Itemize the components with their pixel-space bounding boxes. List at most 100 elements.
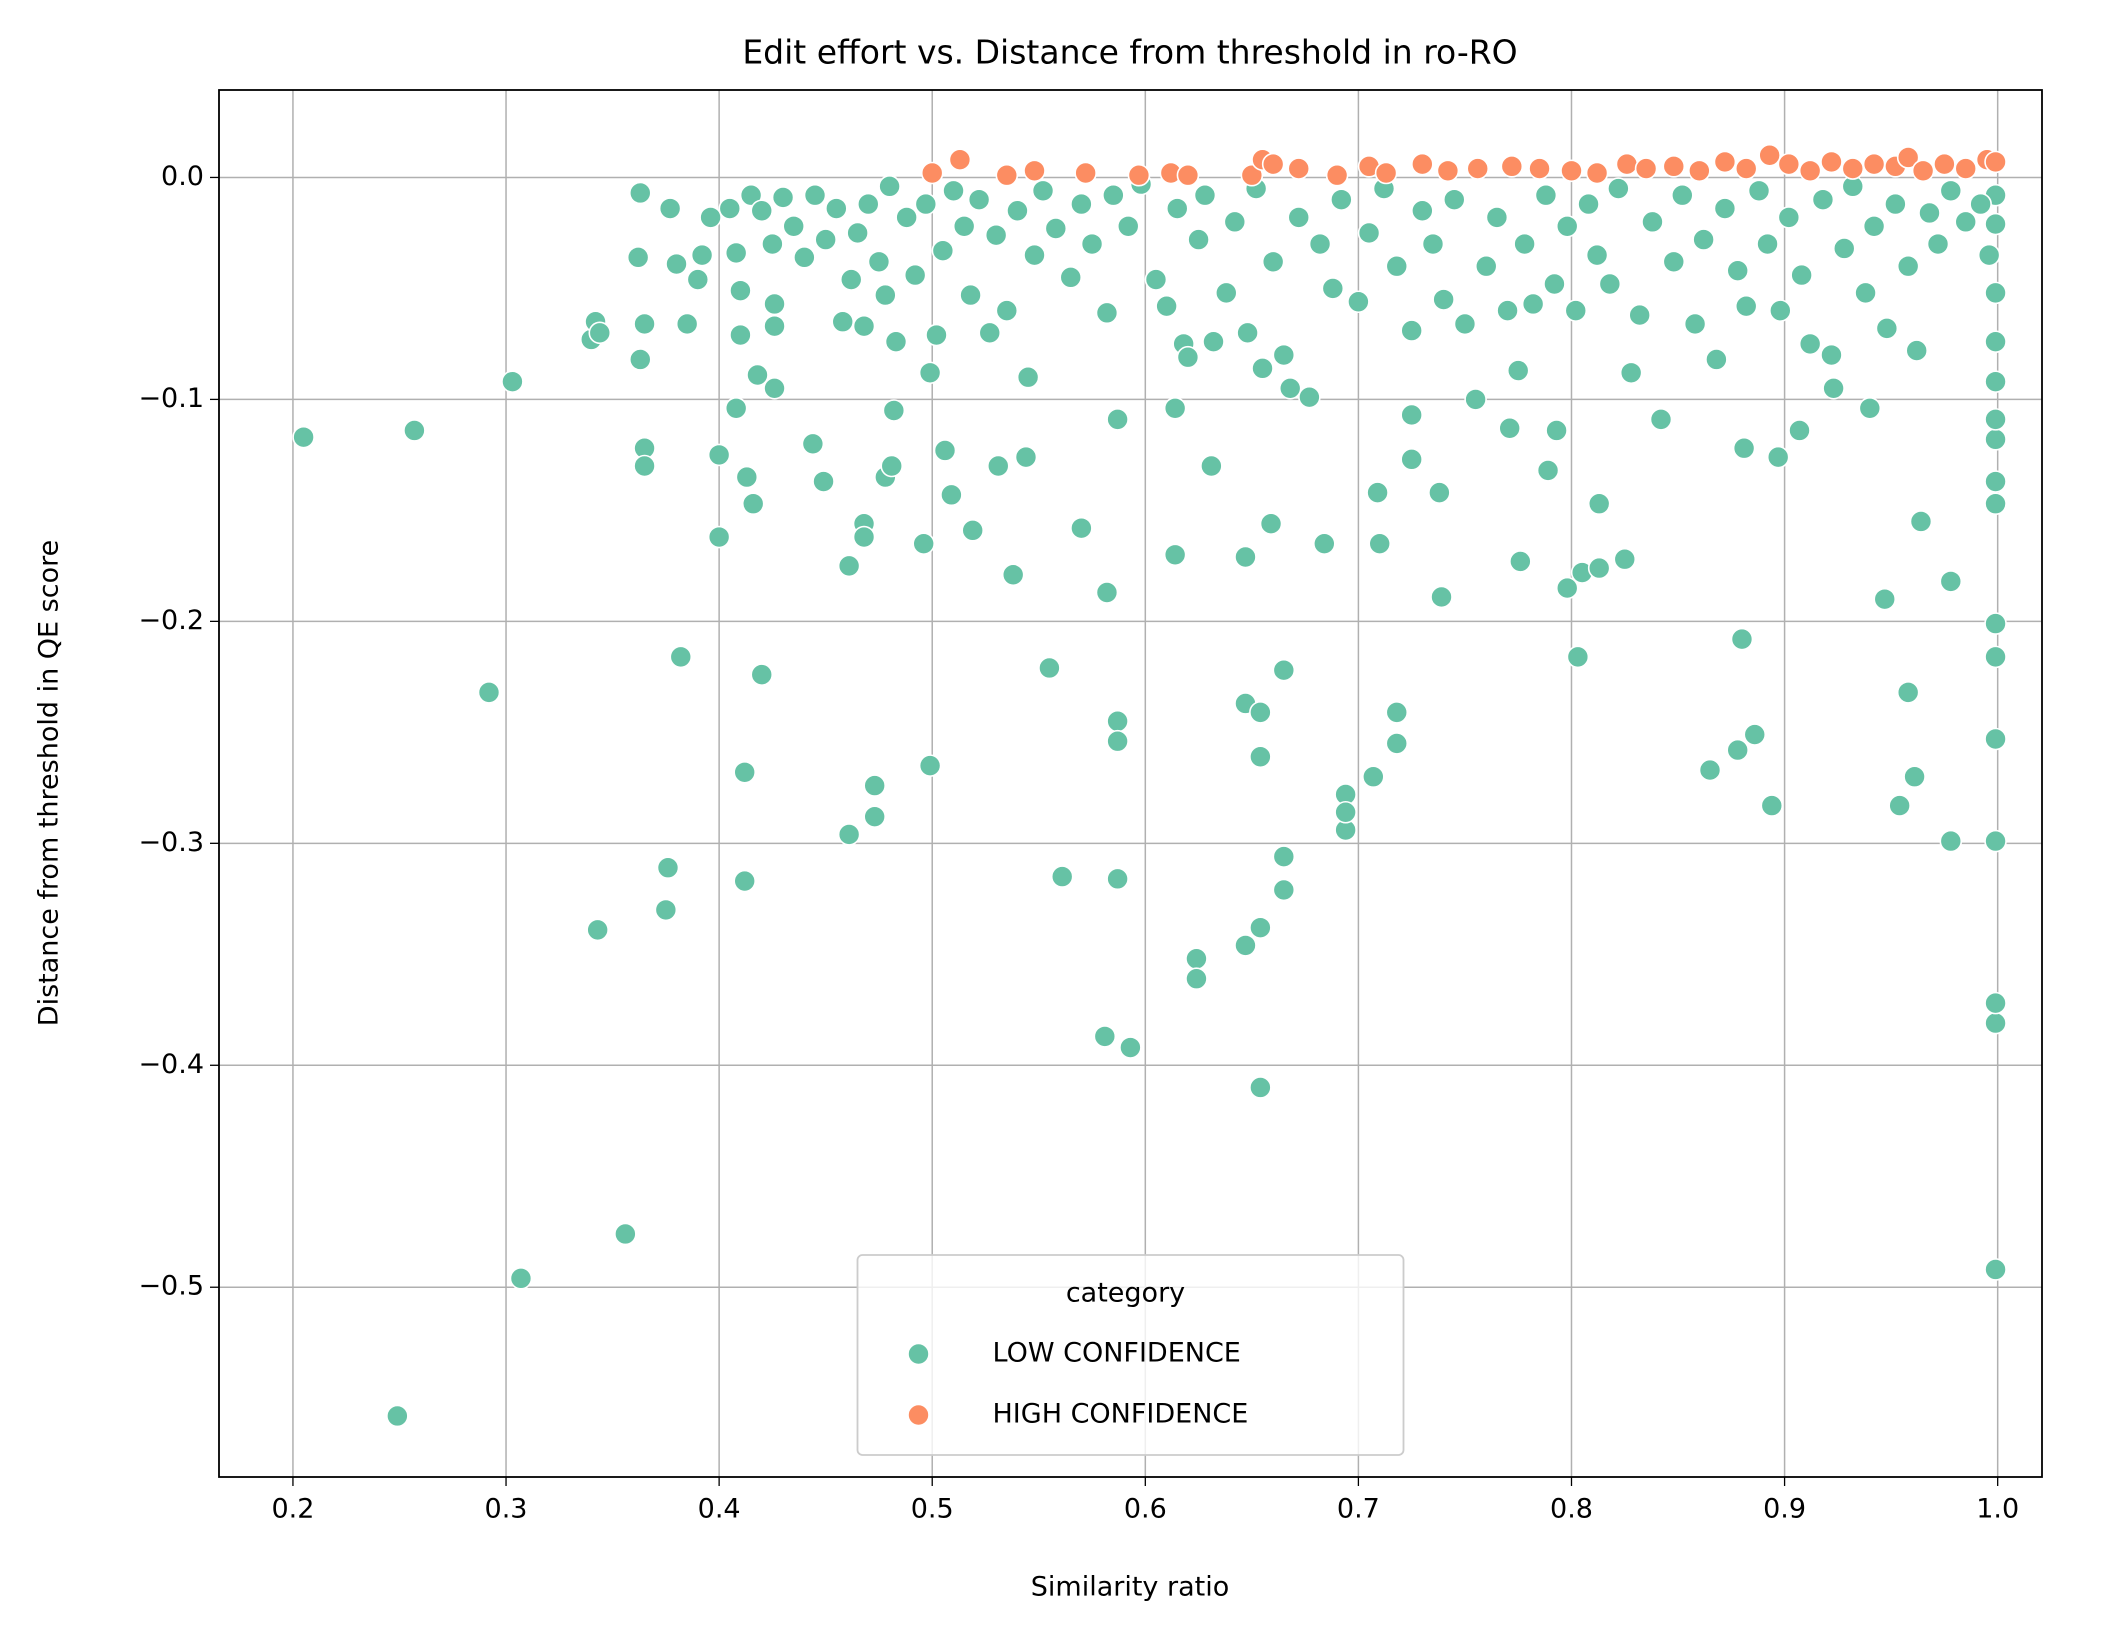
scatter-point [933, 439, 957, 462]
scatter-point [1555, 576, 1579, 600]
scatter-point [1249, 916, 1272, 939]
scatter-point [1732, 436, 1756, 460]
scatter-point [1534, 183, 1558, 207]
scatter-point [1862, 214, 1886, 238]
x-tick-label: 1.0 [1976, 1494, 2019, 1525]
scatter-point [626, 246, 650, 269]
scatter-point [1119, 1036, 1142, 1059]
scatter-point [1272, 845, 1296, 868]
scatter-point [1023, 243, 1046, 267]
scatter-point [1984, 408, 2007, 431]
scatter-point [1811, 188, 1835, 211]
y-tick-label: −0.2 [138, 605, 204, 636]
scatter-point [1954, 210, 1978, 234]
scatter-point [763, 314, 786, 338]
scatter-point [995, 163, 1019, 187]
scatter-point [1023, 159, 1046, 183]
scatter-point [1362, 765, 1385, 789]
scatter-point [1106, 867, 1129, 891]
scatter-point [1400, 403, 1423, 427]
scatter-point [724, 241, 748, 265]
scatter-point [1272, 878, 1296, 902]
scatter-point [654, 898, 678, 922]
scatter-point [735, 465, 759, 489]
scatter-point [1566, 645, 1590, 669]
scatter-point [1014, 445, 1038, 469]
scatter-point [1564, 299, 1588, 322]
scatter-point [292, 425, 315, 449]
scatter-point [1070, 516, 1093, 540]
scatter-point [1543, 272, 1566, 296]
scatter-point [1102, 183, 1125, 207]
scatter-point [1705, 348, 1728, 371]
scatter-point [782, 214, 806, 238]
scatter-point [984, 223, 1008, 247]
scatter-point [1760, 794, 1784, 817]
scatter-point [948, 148, 972, 171]
scatter-point [1984, 470, 2007, 493]
scatter-point [1607, 177, 1630, 200]
scatter-point [978, 321, 1002, 345]
scatter-point [1374, 161, 1398, 185]
scatter-point [1905, 339, 1929, 362]
scatter-point [707, 443, 731, 467]
scatter-point [1249, 1076, 1272, 1099]
scatter-point [1777, 152, 1801, 176]
scatter-point [733, 869, 756, 893]
scatter-point [793, 246, 816, 269]
scatter-point [1330, 188, 1353, 211]
scatter-point [746, 363, 769, 387]
scatter-point [1984, 612, 2007, 635]
scatter-point [1649, 408, 1673, 431]
scatter-point [942, 179, 965, 203]
scatter-point [1820, 150, 1843, 174]
scatter-point [895, 206, 918, 229]
y-tick-label: −0.5 [138, 1271, 204, 1302]
scatter-point [729, 323, 752, 347]
scatter-point [724, 396, 748, 420]
scatter-point [1766, 445, 1790, 469]
scatter-point [1769, 299, 1792, 322]
scatter-point [699, 206, 722, 229]
scatter-point [839, 268, 863, 291]
scatter-point [1896, 681, 1920, 704]
points [292, 143, 2007, 1428]
scatter-point [1185, 947, 1208, 971]
scatter-point [1692, 228, 1715, 251]
scatter-point [1726, 738, 1750, 762]
scatter-point [675, 312, 699, 336]
scatter-point [1832, 237, 1856, 260]
scatter-point [1070, 192, 1093, 216]
scatter-point [477, 681, 501, 704]
legend-box [856, 1254, 1405, 1456]
scatter-point [628, 348, 652, 371]
scatter-point [852, 525, 876, 549]
scatter-point [761, 232, 784, 256]
ticks: 0.2 0.3 0.4 0.5 0.6 0.7 0.8 0.9 1.0 0.0 −0.1 −0.2 −0… [138, 161, 2019, 1525]
scatter-point [1984, 645, 2007, 669]
scatter-point [1734, 157, 1758, 180]
scatter-point [1001, 563, 1025, 587]
scatter-point [1095, 301, 1119, 325]
scatter-point [1984, 1011, 2007, 1035]
scatter-point [1106, 709, 1129, 733]
scatter-point [1261, 250, 1285, 274]
scatter-point [1560, 159, 1583, 183]
x-tick-label: 0.4 [698, 1494, 741, 1525]
scatter-point [874, 283, 897, 307]
scatter-point [1144, 268, 1168, 291]
scatter-point [1163, 543, 1187, 567]
scatter-point [863, 805, 886, 828]
scatter-point [1577, 192, 1600, 216]
scatter-point [1106, 729, 1129, 753]
scatter-point [1240, 163, 1264, 187]
scatter-point [1984, 330, 2007, 353]
scatter-point [1496, 299, 1519, 322]
scatter-point [771, 186, 795, 209]
scatter-point [1313, 532, 1336, 555]
scatter-point [1777, 206, 1801, 229]
scatter-point [1259, 512, 1283, 536]
scatter-point [882, 399, 906, 422]
scatter-point [1234, 545, 1257, 569]
scatter-point [1464, 388, 1487, 411]
